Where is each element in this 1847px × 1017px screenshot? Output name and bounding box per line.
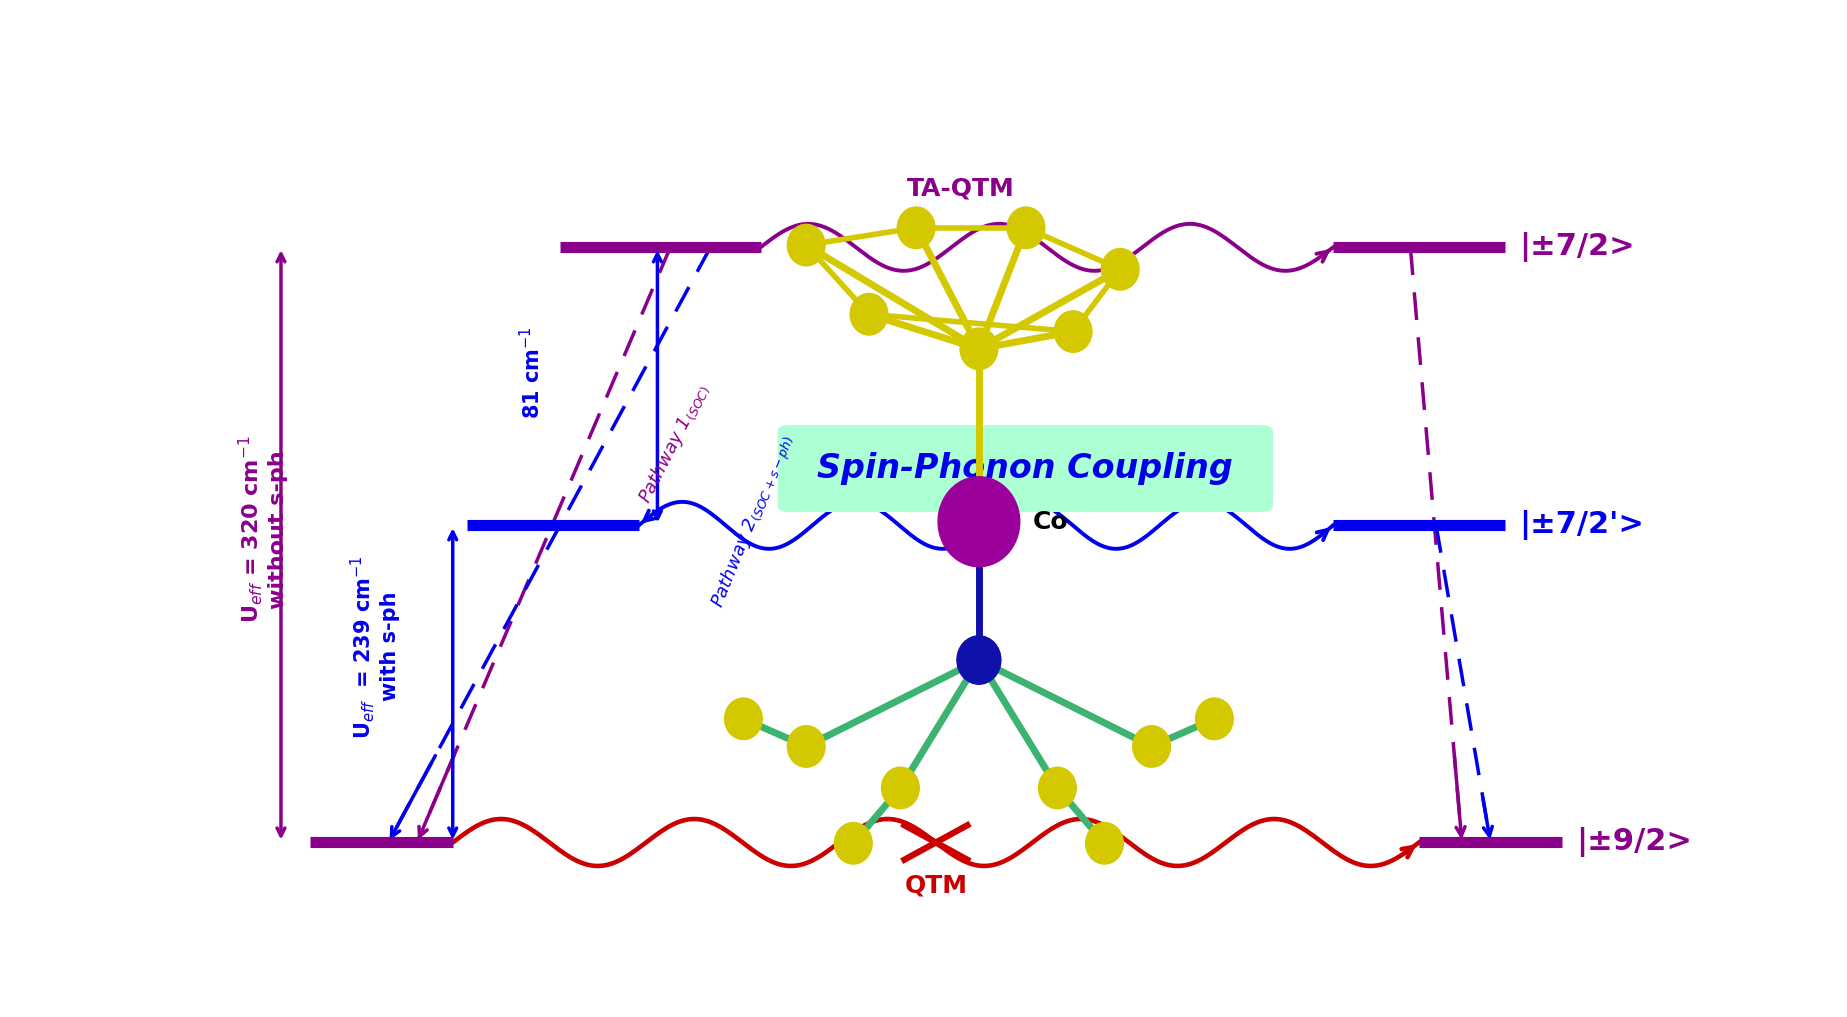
Text: |±7/2>: |±7/2> [1518, 232, 1635, 262]
Text: Spin-Phonon Coupling: Spin-Phonon Coupling [818, 453, 1234, 485]
Text: Co: Co [1032, 510, 1068, 534]
Circle shape [1101, 248, 1140, 290]
Circle shape [835, 823, 872, 864]
Circle shape [787, 225, 826, 265]
Text: |±9/2>: |±9/2> [1575, 828, 1692, 857]
Circle shape [1086, 823, 1123, 864]
Circle shape [850, 294, 888, 335]
Circle shape [1055, 311, 1092, 352]
Circle shape [938, 477, 1020, 566]
Text: U$_{eff}$  = 239 cm$^{-1}$
with s-ph: U$_{eff}$ = 239 cm$^{-1}$ with s-ph [347, 555, 401, 738]
Circle shape [1038, 767, 1077, 809]
Text: |±7/2'>: |±7/2'> [1518, 511, 1644, 540]
Circle shape [724, 698, 763, 739]
FancyBboxPatch shape [778, 425, 1273, 512]
Circle shape [881, 767, 920, 809]
Circle shape [957, 636, 1001, 684]
Circle shape [960, 328, 997, 369]
Text: U$_{eff}$ = 320 cm$^{-1}$
without s-ph: U$_{eff}$ = 320 cm$^{-1}$ without s-ph [236, 435, 288, 623]
Circle shape [1195, 698, 1234, 739]
Text: 81 cm$^{-1}$: 81 cm$^{-1}$ [519, 326, 545, 419]
Circle shape [898, 207, 935, 248]
Circle shape [787, 726, 826, 767]
Circle shape [1007, 207, 1045, 248]
Text: QTM: QTM [905, 874, 968, 897]
Text: TA-QTM: TA-QTM [907, 176, 1014, 200]
Circle shape [1132, 726, 1171, 767]
Text: Pathway 1$_{(SOC)}$: Pathway 1$_{(SOC)}$ [635, 379, 715, 506]
Text: Pathway 2$_{(SOC+s-ph)}$: Pathway 2$_{(SOC+s-ph)}$ [707, 431, 800, 612]
